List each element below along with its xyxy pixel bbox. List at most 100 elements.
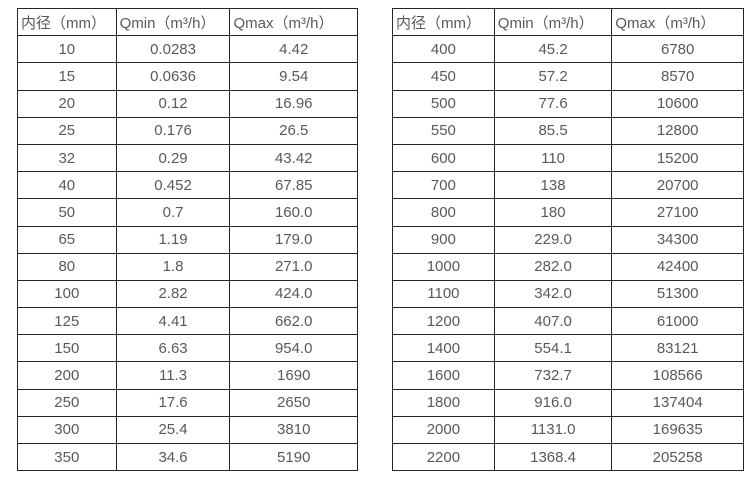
table-row: 1100 342.0 51300 bbox=[392, 279, 744, 309]
table-row: 250 17.6 2650 bbox=[17, 388, 358, 417]
cell-value: 250 bbox=[17, 388, 117, 417]
cell-value: 3810 bbox=[229, 415, 358, 445]
cell-value: 350 bbox=[17, 442, 117, 472]
table-header: 内径（mm） Qmin（m³/h） Qmax（m³/h） bbox=[17, 7, 358, 37]
table-row: 500 77.6 10600 bbox=[392, 89, 744, 118]
cell-value: 2.82 bbox=[115, 279, 231, 309]
table-row: 20 0.12 16.96 bbox=[17, 89, 358, 118]
cell-value: 57.2 bbox=[493, 62, 613, 91]
table-row: 450 57.2 8570 bbox=[392, 62, 744, 91]
cell-value: 61000 bbox=[611, 307, 744, 336]
cell-value: 50 bbox=[17, 198, 117, 227]
header-qmax: Qmax（m³/h） bbox=[611, 7, 744, 37]
cell-value: 282.0 bbox=[493, 252, 613, 281]
cell-value: 160.0 bbox=[229, 198, 358, 227]
cell-value: 450 bbox=[392, 62, 495, 91]
cell-value: 700 bbox=[392, 171, 495, 200]
cell-value: 271.0 bbox=[229, 252, 358, 281]
cell-value: 20700 bbox=[611, 171, 744, 200]
cell-value: 205258 bbox=[611, 442, 744, 472]
cell-value: 40 bbox=[17, 171, 117, 200]
cell-value: 4.41 bbox=[115, 307, 231, 336]
header-inner-diameter: 内径（mm） bbox=[392, 7, 495, 37]
cell-value: 342.0 bbox=[493, 279, 613, 309]
table-row: 2000 1131.0 169635 bbox=[392, 415, 744, 445]
cell-value: 800 bbox=[392, 198, 495, 227]
header-qmin: Qmin（m³/h） bbox=[115, 7, 231, 37]
cell-value: 1.8 bbox=[115, 252, 231, 281]
cell-value: 25 bbox=[17, 116, 117, 145]
cell-value: 108566 bbox=[611, 361, 744, 390]
cell-value: 83121 bbox=[611, 334, 744, 363]
cell-value: 15200 bbox=[611, 143, 744, 173]
table-header: 内径（mm） Qmin（m³/h） Qmax（m³/h） bbox=[392, 7, 744, 37]
cell-value: 10600 bbox=[611, 89, 744, 118]
header-qmax: Qmax（m³/h） bbox=[229, 7, 358, 37]
cell-value: 20 bbox=[17, 89, 117, 118]
table-row: 350 34.6 5190 bbox=[17, 442, 358, 472]
table-body: 10 0.0283 4.42 15 0.0636 9.54 20 0.12 16.96 25 0.1… bbox=[17, 35, 358, 472]
cell-value: 1368.4 bbox=[493, 442, 613, 472]
cell-value: 1400 bbox=[392, 334, 495, 363]
cell-value: 15 bbox=[17, 62, 117, 91]
cell-value: 10 bbox=[17, 35, 117, 64]
cell-value: 4.42 bbox=[229, 35, 358, 64]
cell-value: 110 bbox=[493, 143, 613, 173]
table-row: 15 0.0636 9.54 bbox=[17, 62, 358, 91]
table-row: 600 110 15200 bbox=[392, 143, 744, 173]
cell-value: 0.0283 bbox=[115, 35, 231, 64]
cell-value: 662.0 bbox=[229, 307, 358, 336]
cell-value: 65 bbox=[17, 225, 117, 254]
cell-value: 500 bbox=[392, 89, 495, 118]
cell-value: 600 bbox=[392, 143, 495, 173]
table-row: 40 0.452 67.85 bbox=[17, 171, 358, 200]
header-qmin: Qmin（m³/h） bbox=[493, 7, 613, 37]
cell-value: 0.29 bbox=[115, 143, 231, 173]
table-row: 10 0.0283 4.42 bbox=[17, 35, 358, 64]
cell-value: 137404 bbox=[611, 388, 744, 417]
cell-value: 550 bbox=[392, 116, 495, 145]
cell-value: 25.4 bbox=[115, 415, 231, 445]
table-row: 32 0.29 43.42 bbox=[17, 143, 358, 173]
flow-spec-table-large-diameters: 内径（mm） Qmin（m³/h） Qmax（m³/h） 400 45.2 6780… bbox=[392, 7, 744, 472]
table-row: 65 1.19 179.0 bbox=[17, 225, 358, 254]
cell-value: 51300 bbox=[611, 279, 744, 309]
cell-value: 916.0 bbox=[493, 388, 613, 417]
cell-value: 0.452 bbox=[115, 171, 231, 200]
table-row: 300 25.4 3810 bbox=[17, 415, 358, 445]
table-row: 80 1.8 271.0 bbox=[17, 252, 358, 281]
cell-value: 45.2 bbox=[493, 35, 613, 64]
cell-value: 300 bbox=[17, 415, 117, 445]
cell-value: 0.0636 bbox=[115, 62, 231, 91]
cell-value: 400 bbox=[392, 35, 495, 64]
cell-value: 1600 bbox=[392, 361, 495, 390]
cell-value: 1.19 bbox=[115, 225, 231, 254]
cell-value: 42400 bbox=[611, 252, 744, 281]
table-row: 50 0.7 160.0 bbox=[17, 198, 358, 227]
cell-value: 732.7 bbox=[493, 361, 613, 390]
table-row: 1600 732.7 108566 bbox=[392, 361, 744, 390]
cell-value: 424.0 bbox=[229, 279, 358, 309]
cell-value: 169635 bbox=[611, 415, 744, 445]
table-row: 1200 407.0 61000 bbox=[392, 307, 744, 336]
cell-value: 6.63 bbox=[115, 334, 231, 363]
cell-value: 1200 bbox=[392, 307, 495, 336]
cell-value: 43.42 bbox=[229, 143, 358, 173]
cell-value: 11.3 bbox=[115, 361, 231, 390]
cell-value: 150 bbox=[17, 334, 117, 363]
cell-value: 100 bbox=[17, 279, 117, 309]
cell-value: 32 bbox=[17, 143, 117, 173]
cell-value: 8570 bbox=[611, 62, 744, 91]
cell-value: 12800 bbox=[611, 116, 744, 145]
cell-value: 26.5 bbox=[229, 116, 358, 145]
table-row: 150 6.63 954.0 bbox=[17, 334, 358, 363]
cell-value: 138 bbox=[493, 171, 613, 200]
table-row: 25 0.176 26.5 bbox=[17, 116, 358, 145]
table-row: 900 229.0 34300 bbox=[392, 225, 744, 254]
table-row: 550 85.5 12800 bbox=[392, 116, 744, 145]
cell-value: 1690 bbox=[229, 361, 358, 390]
table-row: 200 11.3 1690 bbox=[17, 361, 358, 390]
cell-value: 16.96 bbox=[229, 89, 358, 118]
cell-value: 5190 bbox=[229, 442, 358, 472]
